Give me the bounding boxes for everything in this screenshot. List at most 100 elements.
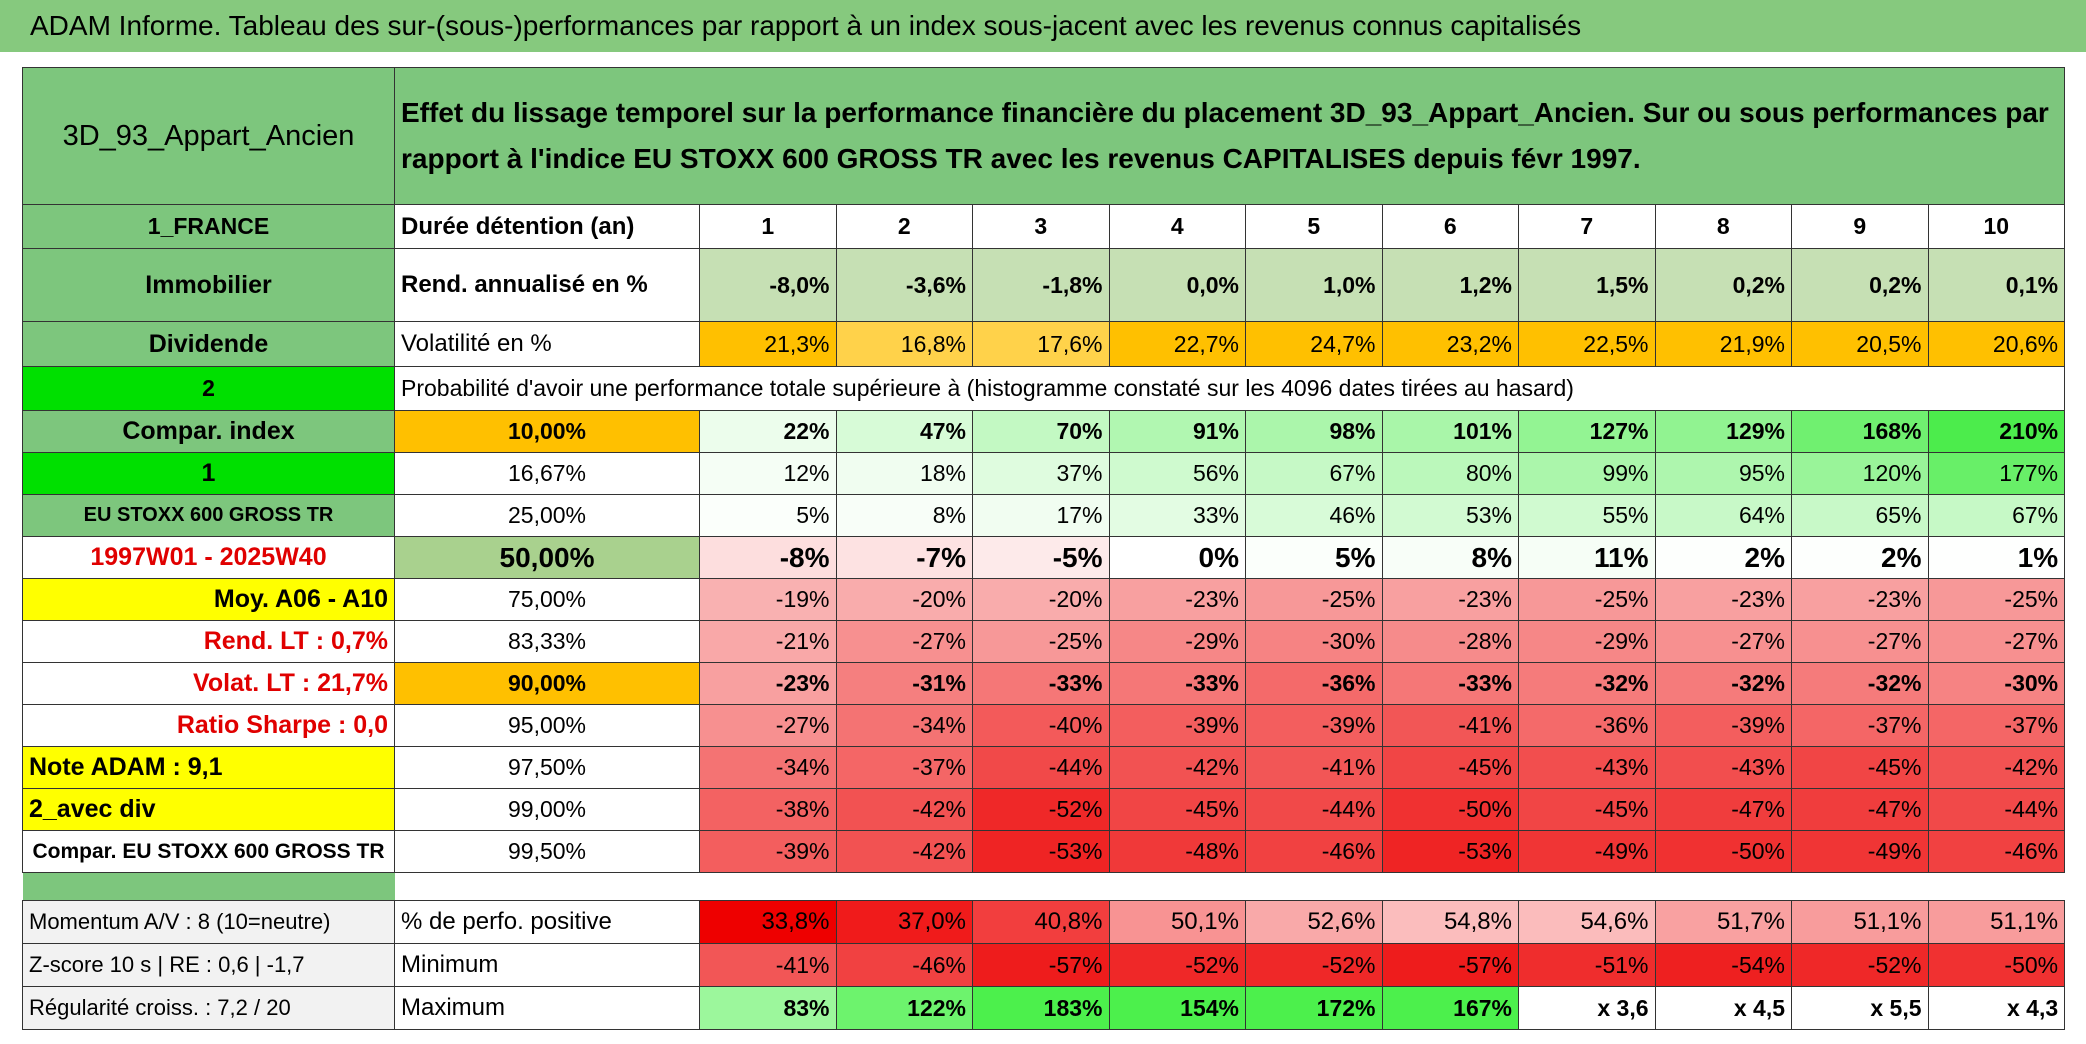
cell: 80%: [1381, 452, 1519, 495]
cell: -27%: [1791, 620, 1929, 663]
cell: 56%: [1108, 452, 1246, 495]
cell: 1,0%: [1245, 248, 1383, 322]
cell: 83%: [699, 986, 837, 1030]
cell: -44%: [1245, 788, 1383, 831]
cell: -41%: [1245, 746, 1383, 789]
table-row: Volat. LT : 21,7% 90,00% -23% -31% -33% -33% -…: [22, 662, 2066, 705]
cell: 67%: [1245, 452, 1383, 495]
cell: 47%: [835, 410, 973, 453]
table-row: Compar. EU STOXX 600 GROSS TR 99,50% -39% -…: [22, 830, 2066, 873]
row-header: Probabilité d'avoir une performance tota…: [394, 366, 1928, 411]
row-label: 1997W01 - 2025W40: [22, 536, 395, 579]
cell: -1,8%: [972, 248, 1110, 322]
cell: x 3,6: [1518, 986, 1656, 1030]
row-header: % de perfo. positive: [394, 900, 700, 944]
cell: -37%: [1927, 704, 2066, 747]
cell: x 5,5: [1791, 986, 1929, 1030]
table-body: 3D_93_Appart_Ancien Effet du lissage tem…: [22, 67, 2066, 1030]
cell: 1%: [1927, 536, 2066, 579]
row-label: 2: [22, 366, 395, 411]
cell: 24,7%: [1245, 321, 1383, 367]
cell: 5: [1245, 204, 1383, 249]
row-label: Z-score 10 s | RE : 0,6 | -1,7: [22, 943, 395, 987]
cell: 4: [1108, 204, 1246, 249]
row-label: Compar. index: [22, 410, 395, 453]
cell: 8: [1654, 204, 1792, 249]
cell: -45%: [1381, 746, 1519, 789]
cell: -27%: [699, 704, 837, 747]
table-row: EU STOXX 600 GROSS TR 25,00% 5% 8% 17% 33% 46%…: [22, 494, 2066, 537]
cell: 2: [835, 204, 973, 249]
cell: -25%: [1245, 578, 1383, 621]
cell: 0,0%: [1108, 248, 1246, 322]
cell: -47%: [1654, 788, 1792, 831]
cell: 0,1%: [1927, 248, 2066, 322]
cell: -30%: [1245, 620, 1383, 663]
cell: 6: [1381, 204, 1519, 249]
cell: 1: [699, 204, 837, 249]
cell: x 4,5: [1654, 986, 1792, 1030]
spacer: [22, 872, 395, 901]
cell: -49%: [1791, 830, 1929, 873]
cell: -31%: [835, 662, 973, 705]
cell: -48%: [1108, 830, 1246, 873]
cell: -29%: [1108, 620, 1246, 663]
cell: 37%: [972, 452, 1110, 495]
cell: 210%: [1927, 410, 2066, 453]
cell: -37%: [1791, 704, 1929, 747]
row-header: Minimum: [394, 943, 700, 987]
cell: -19%: [699, 578, 837, 621]
cell: -52%: [1791, 943, 1929, 987]
cell: -32%: [1791, 662, 1929, 705]
cell: -45%: [1791, 746, 1929, 789]
cell: -41%: [699, 943, 837, 987]
cell: 16,8%: [835, 321, 973, 367]
row-label: Rend. LT : 0,7%: [22, 620, 395, 663]
cell: 22,7%: [1108, 321, 1246, 367]
cell: 8%: [1381, 536, 1519, 579]
table-row: 2 Probabilité d'avoir une performance tot…: [22, 366, 2066, 411]
cell: 91%: [1108, 410, 1246, 453]
cell: -53%: [972, 830, 1110, 873]
cell: -23%: [1381, 578, 1519, 621]
cell: -49%: [1518, 830, 1656, 873]
cell: -43%: [1654, 746, 1792, 789]
cell: 18%: [835, 452, 973, 495]
cell: -28%: [1381, 620, 1519, 663]
cell: 23,2%: [1381, 321, 1519, 367]
row-label: EU STOXX 600 GROSS TR: [22, 494, 395, 537]
cell: 33,8%: [699, 900, 837, 944]
cell: -5%: [972, 536, 1110, 579]
title: ADAM Informe. Tableau des sur-(sous-)per…: [0, 0, 2086, 52]
cell: -52%: [1245, 943, 1383, 987]
cell: 11%: [1518, 536, 1656, 579]
cell: 168%: [1791, 410, 1929, 453]
cell: -39%: [699, 830, 837, 873]
cell: -40%: [972, 704, 1110, 747]
cell: -43%: [1518, 746, 1656, 789]
cell: 37,0%: [835, 900, 973, 944]
spacer-row: [22, 872, 2065, 901]
cell: -41%: [1381, 704, 1519, 747]
cell: -38%: [699, 788, 837, 831]
cell: -57%: [1381, 943, 1519, 987]
cell: 120%: [1791, 452, 1929, 495]
cell: 46%: [1245, 494, 1383, 537]
cell: -23%: [1654, 578, 1792, 621]
row-header: 99,50%: [394, 830, 700, 873]
cell: -23%: [1791, 578, 1929, 621]
row-header: Durée détention (an): [394, 204, 700, 249]
table-row: Ratio Sharpe : 0,0 95,00% -27% -34% -40% -39%…: [22, 704, 2066, 747]
cell: -46%: [1927, 830, 2066, 873]
cell: -34%: [835, 704, 973, 747]
cell: -51%: [1518, 943, 1656, 987]
cell: -25%: [1927, 578, 2066, 621]
cell: -32%: [1654, 662, 1792, 705]
cell: 95%: [1654, 452, 1792, 495]
spacer: [395, 873, 2065, 901]
row-header: Maximum: [394, 986, 700, 1030]
cell: -33%: [1108, 662, 1246, 705]
cell: -52%: [972, 788, 1110, 831]
row-label: Immobilier: [22, 248, 395, 322]
row-label: Régularité croiss. : 7,2 / 20: [22, 986, 395, 1030]
